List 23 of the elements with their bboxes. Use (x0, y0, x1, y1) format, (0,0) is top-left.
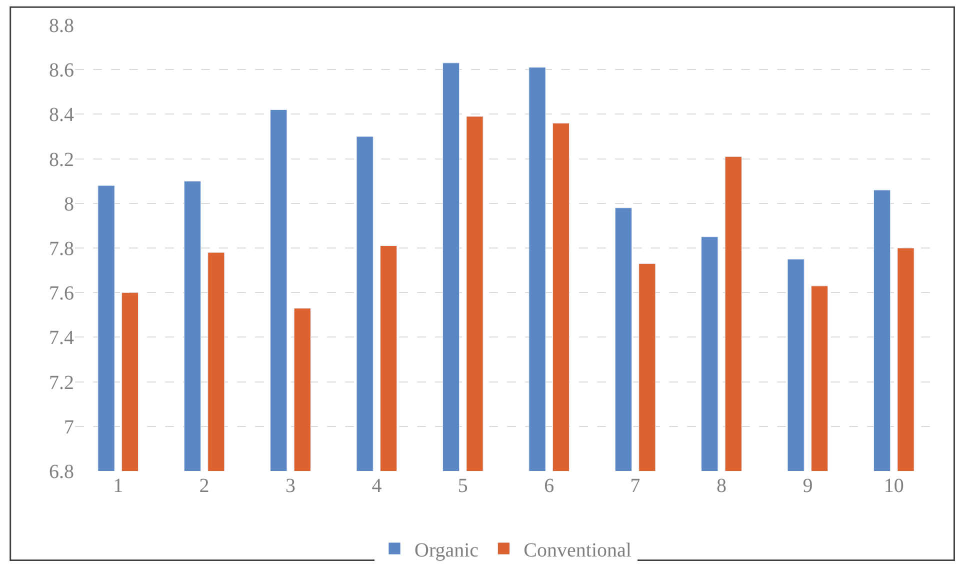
legend-label: Conventional (524, 539, 632, 562)
y-tick-label: 8.8 (49, 15, 74, 37)
y-tick-label: 7 (64, 416, 74, 438)
y-tick-label: 8.6 (49, 60, 74, 82)
y-tick-label: 8 (64, 193, 74, 216)
x-tick-label: 8 (716, 475, 726, 497)
y-tick-label: 8.2 (49, 148, 74, 171)
y-tick-label: 7.2 (49, 372, 74, 394)
y-tick-label: 8.4 (49, 104, 74, 126)
x-tick-label: 9 (802, 475, 813, 497)
x-tick-label: 6 (544, 475, 554, 497)
y-tick-label: 7.8 (49, 238, 74, 260)
x-tick-label: 2 (199, 475, 210, 497)
y-tick-label: 7.4 (49, 327, 74, 350)
x-tick-label: 4 (372, 475, 382, 497)
y-tick-label: 6.8 (49, 461, 74, 483)
x-tick-label: 1 (113, 475, 124, 497)
x-tick-label: 3 (286, 475, 296, 497)
x-tick-label: 10 (884, 475, 904, 497)
x-tick-label: 7 (630, 475, 640, 497)
y-tick-label: 7.6 (49, 282, 74, 305)
legend-label: Organic (414, 539, 479, 562)
x-tick-label: 5 (458, 475, 468, 497)
